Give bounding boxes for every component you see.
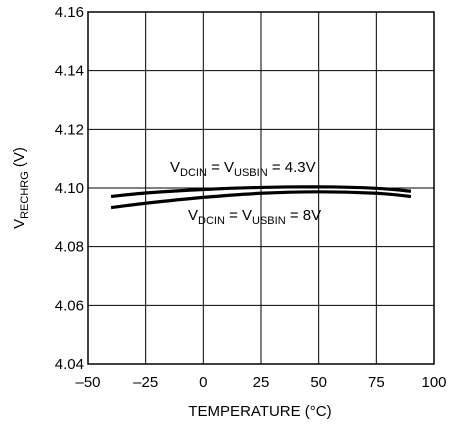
plot-frame: [87, 11, 435, 365]
series-group: [110, 185, 412, 210]
x-tick-label: –50: [75, 374, 100, 391]
y-tick-label: 4.06: [55, 297, 84, 314]
series-line-dcin-4v3: [110, 185, 412, 199]
x-tick-label: 50: [310, 374, 327, 391]
x-tick-labels: –50 –25 0 25 50 75 100: [75, 374, 446, 391]
y-tick-labels: 4.04 4.06 4.08 4.10 4.12 4.14 4.16: [55, 4, 84, 373]
x-tick-label: 75: [368, 374, 385, 391]
x-tick-label: 100: [421, 374, 446, 391]
annotation-upper: VDCIN = VUSBIN = 4.3V: [170, 159, 316, 179]
y-tick-label: 4.12: [55, 121, 84, 138]
y-axis-title: VRECHRG (V): [11, 147, 31, 229]
x-tick-label: –25: [133, 374, 158, 391]
x-tick-label: 25: [253, 374, 270, 391]
y-tick-label: 4.16: [55, 4, 84, 21]
y-tick-label: 4.04: [55, 356, 84, 373]
y-tick-label: 4.14: [55, 63, 84, 80]
x-tick-label: 0: [199, 374, 207, 391]
x-axis-title: TEMPERATURE (°C): [188, 403, 331, 420]
series-line-dcin-8v: [110, 190, 412, 210]
annotation-lower: VDCIN = VUSBIN = 8V: [188, 207, 321, 227]
y-tick-label: 4.08: [55, 239, 84, 256]
y-tick-label: 4.10: [55, 180, 84, 197]
